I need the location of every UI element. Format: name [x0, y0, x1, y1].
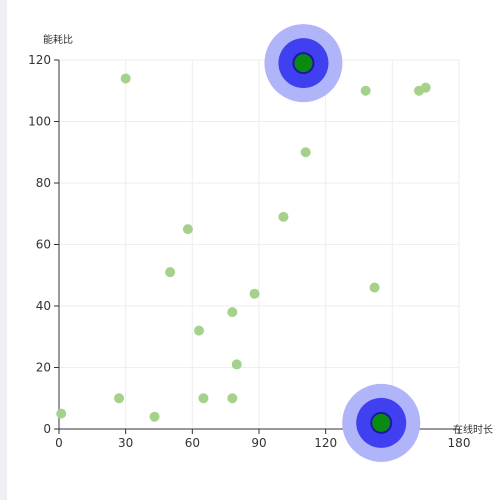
- data-point: [369, 282, 380, 293]
- data-point: [227, 307, 238, 318]
- x-tick-label: 120: [314, 436, 337, 450]
- x-tick-label: 90: [251, 436, 266, 450]
- data-point: [227, 393, 238, 404]
- data-point: [231, 359, 242, 370]
- y-axis-label: 能耗比: [43, 33, 73, 46]
- data-point: [420, 82, 431, 93]
- highlighted-point: [342, 383, 421, 462]
- data-point: [249, 288, 260, 299]
- x-tick-label: 60: [185, 436, 200, 450]
- x-tick-label: 0: [55, 436, 63, 450]
- y-tick-label: 0: [43, 422, 51, 436]
- data-point-highlighted: [370, 411, 393, 434]
- x-tick-label: 30: [118, 436, 133, 450]
- y-axis-ticks: 0 20 40 60 80 100 120: [28, 53, 59, 436]
- y-tick-label: 60: [36, 238, 51, 252]
- data-point: [114, 393, 124, 404]
- highlighted-point: [264, 24, 343, 103]
- data-point: [198, 393, 209, 404]
- data-point: [300, 147, 311, 158]
- x-tick-label: 180: [448, 436, 471, 450]
- data-point: [56, 408, 67, 419]
- y-tick-label: 120: [28, 53, 51, 67]
- y-tick-label: 100: [28, 115, 51, 129]
- data-point: [149, 411, 160, 422]
- data-point: [278, 211, 289, 222]
- data-point: [120, 73, 131, 84]
- y-tick-label: 40: [36, 299, 51, 313]
- data-point: [360, 85, 371, 96]
- data-point: [194, 325, 204, 336]
- data-point-highlighted: [292, 52, 315, 75]
- page-side-strip: [0, 0, 7, 500]
- grid-lines: [59, 59, 460, 429]
- y-tick-label: 80: [36, 176, 51, 190]
- y-tick-label: 20: [36, 361, 51, 375]
- data-points: [56, 24, 431, 462]
- data-point: [165, 267, 176, 278]
- data-point: [182, 224, 193, 235]
- x-axis-label: 在线时长: [453, 423, 493, 436]
